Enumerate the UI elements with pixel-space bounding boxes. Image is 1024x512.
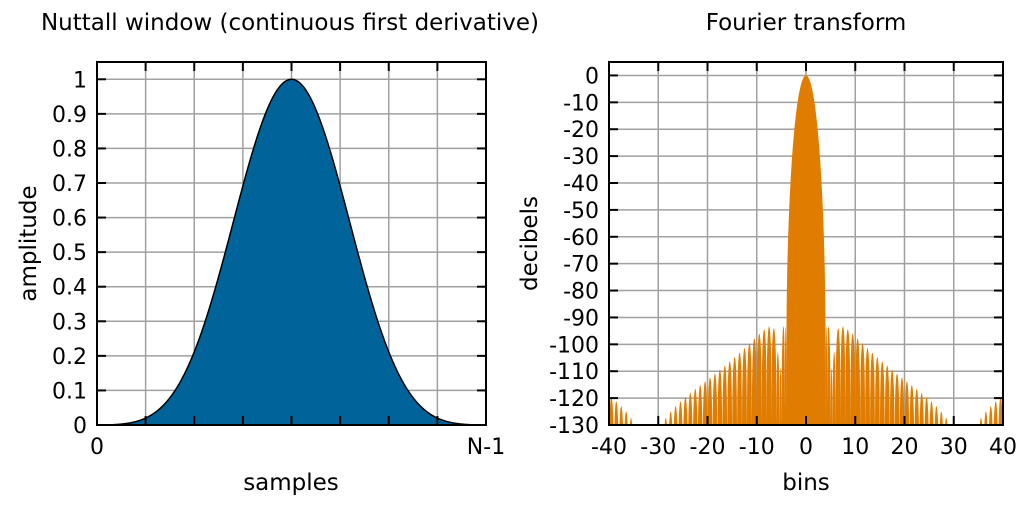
window-plot: 0 0.1 0.2 0.3 0.4 0.5 0.6 0.7 0.8 0.9 1 0 N-1 samples… [16, 10, 539, 496]
y-tick-label: -30 [563, 145, 599, 170]
chart-title: Fourier transform [706, 10, 907, 36]
y-tick-label: -50 [563, 199, 599, 224]
y-tick-label: 0.7 [52, 172, 87, 197]
y-tick-label: 0.3 [52, 310, 87, 335]
y-tick-label: -110 [549, 360, 599, 385]
y-tick-label: -60 [563, 226, 599, 251]
y-tick-label: 0.2 [52, 345, 87, 370]
y-tick-label: 0.9 [52, 103, 87, 128]
y-tick-label: -90 [563, 306, 599, 331]
chart-title: Nuttall window (continuous first derivat… [41, 10, 539, 36]
y-tick-label: -20 [563, 118, 599, 143]
window-area [97, 78, 486, 426]
x-tick-label: -40 [591, 435, 627, 460]
y-tick-label: 1 [73, 68, 87, 93]
x-tick-label: -20 [690, 435, 726, 460]
y-tick-label: -40 [563, 172, 599, 197]
y-tick-label: 0 [585, 64, 599, 89]
x-tick-label: -10 [739, 435, 775, 460]
x-tick-label: 40 [989, 435, 1017, 460]
y-tick-label: -80 [563, 280, 599, 305]
y-tick-label: 0.6 [52, 207, 87, 232]
y-tick-label: -10 [563, 91, 599, 116]
x-tick-label: N-1 [467, 435, 505, 460]
y-tick-label: -130 [549, 414, 599, 439]
y-tick-label: 0 [73, 414, 87, 439]
x-tick-label: 10 [841, 435, 869, 460]
x-axis-label: bins [782, 470, 830, 496]
y-tick-label: 0.1 [52, 379, 87, 404]
x-tick-label: 0 [799, 435, 813, 460]
x-tick-label: 30 [940, 435, 968, 460]
spectrum-area [609, 75, 1003, 425]
y-axis-label: amplitude [16, 185, 42, 301]
x-tick-label: 0 [90, 435, 104, 460]
y-tick-label: 0.8 [52, 137, 87, 162]
x-tick-label: 20 [891, 435, 919, 460]
x-axis-label: samples [243, 470, 339, 496]
y-tick-label: 0.5 [52, 241, 87, 266]
y-tick-label: -120 [549, 387, 599, 412]
x-tick-label: -30 [640, 435, 676, 460]
y-tick-label: -70 [563, 253, 599, 278]
y-axis-label: decibels [517, 196, 543, 291]
spectrum-plot: -40 -30 -20 -10 0 10 20 30 400-10-20-30-40-50-60… [517, 10, 1017, 496]
y-tick-label: -100 [549, 333, 599, 358]
y-tick-label: 0.4 [52, 276, 87, 301]
